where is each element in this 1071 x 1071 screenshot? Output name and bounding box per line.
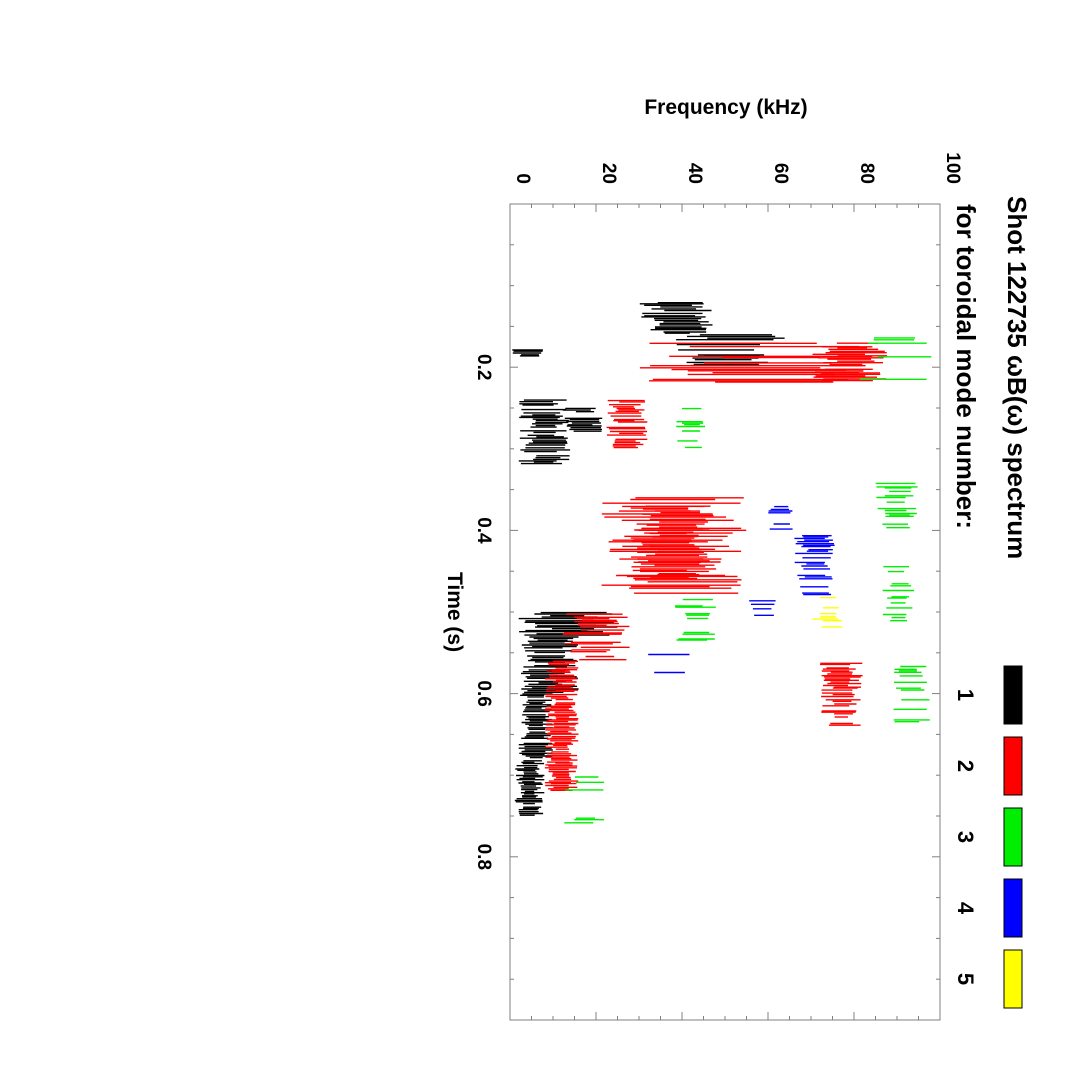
- legend-swatch: [1003, 665, 1023, 725]
- legend-label: 1: [953, 689, 978, 701]
- legend-swatch: [1003, 949, 1023, 1009]
- freq-tick-label: 20: [598, 163, 619, 184]
- legend-label: 3: [953, 831, 978, 843]
- time-tick-label: 0.6: [473, 680, 494, 706]
- series-n=2: [544, 342, 888, 791]
- legend-label: 5: [953, 973, 978, 985]
- chart-title-line1: Shot 122735 ωB(ω) spectrum: [1002, 196, 1032, 559]
- time-tick-label: 0.4: [473, 517, 494, 544]
- chart-title-line2: for toroidal mode number:: [951, 204, 981, 529]
- freq-tick-label: 0: [512, 173, 533, 184]
- freq-tick-label: 80: [856, 163, 877, 184]
- time-tick-label: 0.2: [473, 354, 494, 380]
- series-n=3: [564, 337, 932, 824]
- y-axis-label: Frequency (kHz): [644, 96, 807, 119]
- legend-swatch: [1003, 807, 1023, 867]
- freq-tick-label: 40: [684, 163, 705, 184]
- legend-label: 4: [953, 902, 978, 915]
- series-n=4: [648, 505, 835, 674]
- series-n=5: [812, 596, 843, 628]
- x-axis-label: Time (s): [443, 572, 466, 652]
- legend-swatch: [1003, 878, 1023, 938]
- legend-swatch: [1003, 736, 1023, 796]
- axes: 0 20 40 60 80 100 0.2 0.4 0.6 0.8: [473, 152, 963, 1020]
- freq-tick-label: 100: [942, 152, 963, 184]
- time-tick-label: 0.8: [473, 844, 494, 870]
- legend-label: 2: [953, 760, 978, 772]
- freq-tick-label: 60: [770, 163, 791, 184]
- spectrum-marks: [512, 302, 932, 824]
- legend: 1 2 3 4 5: [953, 665, 1023, 1009]
